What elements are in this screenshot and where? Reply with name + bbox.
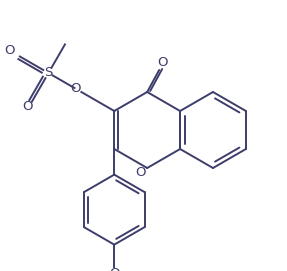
Text: O: O — [4, 44, 15, 57]
Text: O: O — [70, 82, 81, 95]
Text: O: O — [157, 56, 167, 69]
Text: O: O — [109, 267, 119, 271]
Text: O: O — [22, 100, 32, 113]
Text: S: S — [44, 66, 53, 79]
Text: O: O — [135, 166, 146, 179]
